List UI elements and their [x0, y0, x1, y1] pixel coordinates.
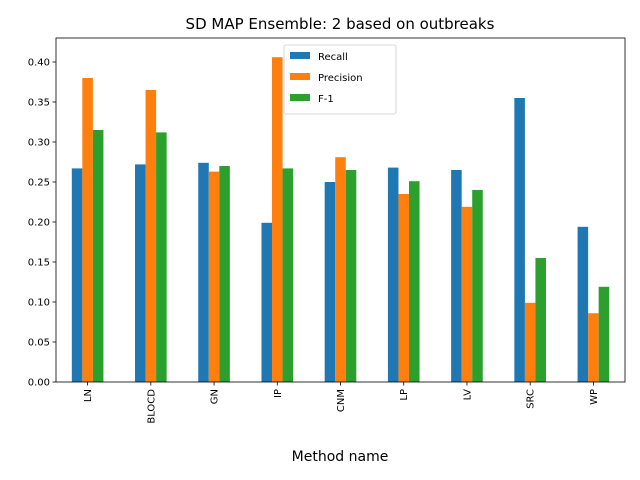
plot-area [55, 37, 626, 383]
x-axis: LN BLOCD GN IP CNM LP LV SRC WP [83, 382, 600, 424]
bar-precision-cnm [335, 157, 346, 382]
bar-recall-ln [71, 168, 83, 382]
bar-precision-src [524, 302, 536, 382]
bar-precision-blocd [145, 90, 157, 382]
bar-f1-ln [92, 130, 104, 382]
bar-recall-gn [198, 162, 209, 382]
x-tick-label: LV [462, 389, 473, 400]
legend-swatch [290, 94, 310, 101]
x-tick-label: CNM [336, 389, 347, 412]
bar-precision-lp [398, 194, 409, 382]
bar-precision-wp [588, 313, 599, 382]
x-tick-label: LP [399, 389, 410, 401]
y-tick-label: 0.00 [28, 378, 50, 389]
x-tick-label: LN [83, 389, 94, 402]
bar-f1-wp [598, 286, 610, 382]
y-tick-label: 0.05 [28, 338, 50, 349]
y-tick-label: 0.10 [28, 298, 50, 309]
y-tick-label: 0.20 [28, 218, 50, 229]
legend: Recall Precision F-1 [283, 44, 397, 115]
bar-precision-lv [461, 206, 473, 382]
bar-f1-blocd [156, 132, 167, 382]
bar-recall-wp [577, 226, 589, 382]
y-tick-label: 0.25 [28, 178, 50, 189]
x-tick-label: BLOCD [146, 389, 157, 424]
legend-label: Precision [318, 73, 363, 84]
legend-label: F-1 [318, 94, 334, 105]
y-tick-label: 0.40 [28, 58, 50, 69]
bar-f1-gn [219, 166, 230, 382]
bar-precision-ip [272, 57, 283, 382]
x-axis-label: Method name [292, 449, 389, 465]
legend-box [283, 44, 397, 115]
bar-recall-lv [451, 170, 462, 382]
legend-label: Recall [318, 52, 348, 63]
x-tick-label: GN [210, 389, 221, 404]
bar-f1-ip [282, 168, 294, 382]
bar-recall-blocd [135, 164, 146, 382]
bar-recall-src [514, 98, 525, 382]
bar-precision-gn [208, 171, 220, 382]
bar-f1-lv [472, 190, 483, 382]
y-tick-label: 0.15 [28, 258, 50, 269]
bar-recall-ip [261, 222, 273, 382]
x-tick-label: SRC [526, 389, 537, 409]
bar-f1-src [535, 258, 546, 382]
bar-recall-lp [387, 167, 399, 382]
chart-title: SD MAP Ensemble: 2 based on outbreaks [186, 15, 495, 33]
x-tick-label: WP [589, 389, 600, 405]
y-tick-label: 0.35 [28, 98, 50, 109]
bar-f1-cnm [345, 170, 357, 382]
bar-precision-ln [82, 78, 93, 382]
y-axis: 0.00 0.05 0.10 0.15 0.20 0.25 0.30 0.35 0.40 [28, 58, 56, 389]
bar-recall-cnm [324, 182, 336, 382]
legend-swatch [290, 73, 310, 80]
x-tick-label: IP [273, 389, 284, 398]
y-tick-label: 0.30 [28, 138, 50, 149]
bar-f1-lp [408, 181, 420, 382]
legend-swatch [290, 52, 310, 59]
